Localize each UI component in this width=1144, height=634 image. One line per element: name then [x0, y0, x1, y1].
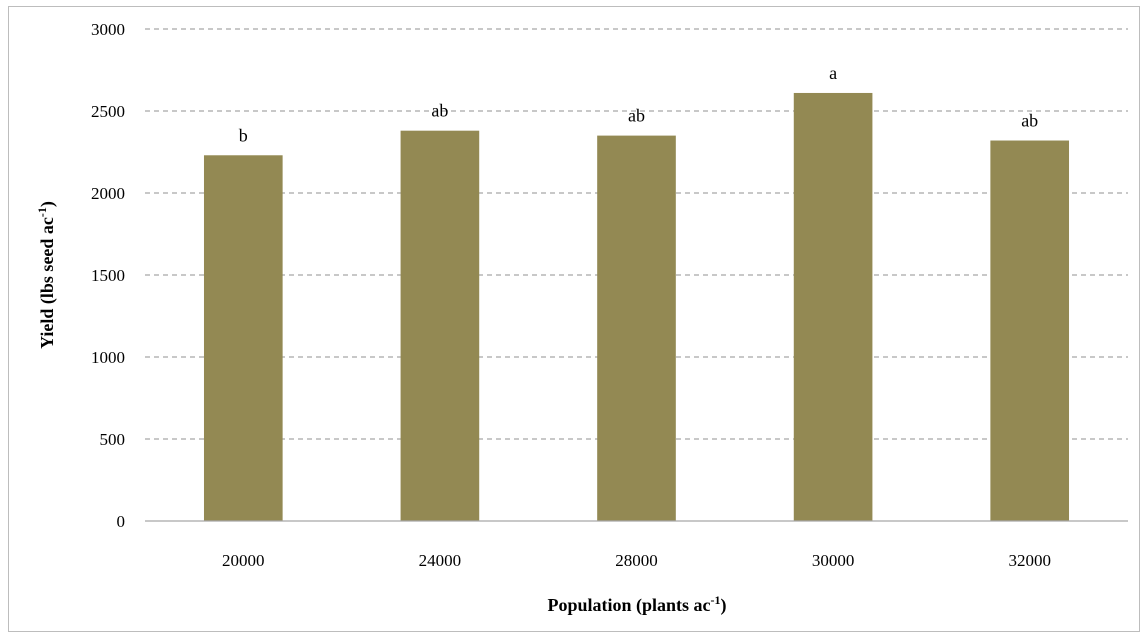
data-label: ab — [1021, 111, 1038, 131]
y-axis-ticks: 0 500 1000 1500 2000 2500 3000 — [91, 20, 125, 531]
x-tick-label: 24000 — [419, 551, 462, 570]
x-axis-title: Population (plants ac-1) — [547, 593, 726, 616]
bar-32000 — [990, 140, 1070, 521]
bar-20000 — [203, 155, 283, 521]
data-label: ab — [628, 106, 645, 126]
data-label: ab — [431, 101, 448, 121]
y-tick-label: 500 — [100, 430, 126, 449]
y-tick-label: 2500 — [91, 102, 125, 121]
x-tick-label: 32000 — [1008, 551, 1051, 570]
y-tick-label: 1000 — [91, 348, 125, 367]
bars — [203, 92, 1070, 522]
data-label: a — [829, 63, 837, 83]
y-axis-title-main: Yield (lbs seed ac — [37, 217, 58, 349]
x-axis-title-main: Population (plants ac — [547, 595, 710, 616]
x-axis-title-superscript: -1 — [711, 593, 721, 607]
gridlines — [145, 28, 1128, 440]
bar-30000 — [793, 92, 873, 522]
bar-24000 — [400, 130, 480, 521]
bar-28000 — [597, 135, 676, 521]
y-tick-label: 1500 — [91, 266, 125, 285]
y-axis-title: Yield (lbs seed ac-1) — [35, 201, 58, 349]
x-axis-ticks: 20000 24000 28000 30000 32000 — [222, 551, 1051, 570]
x-tick-label: 20000 — [222, 551, 265, 570]
y-axis-title-superscript: -1 — [35, 207, 49, 217]
y-tick-label: 0 — [117, 512, 126, 531]
y-axis-title-end: ) — [37, 201, 58, 207]
y-tick-label: 2000 — [91, 184, 125, 203]
x-axis-title-end: ) — [721, 595, 727, 616]
chart-frame — [8, 6, 1140, 632]
data-labels: b ab ab a ab — [239, 63, 1038, 145]
data-label: b — [239, 125, 248, 145]
y-tick-label: 3000 — [91, 20, 125, 39]
x-tick-label: 30000 — [812, 551, 855, 570]
x-tick-label: 28000 — [615, 551, 658, 570]
